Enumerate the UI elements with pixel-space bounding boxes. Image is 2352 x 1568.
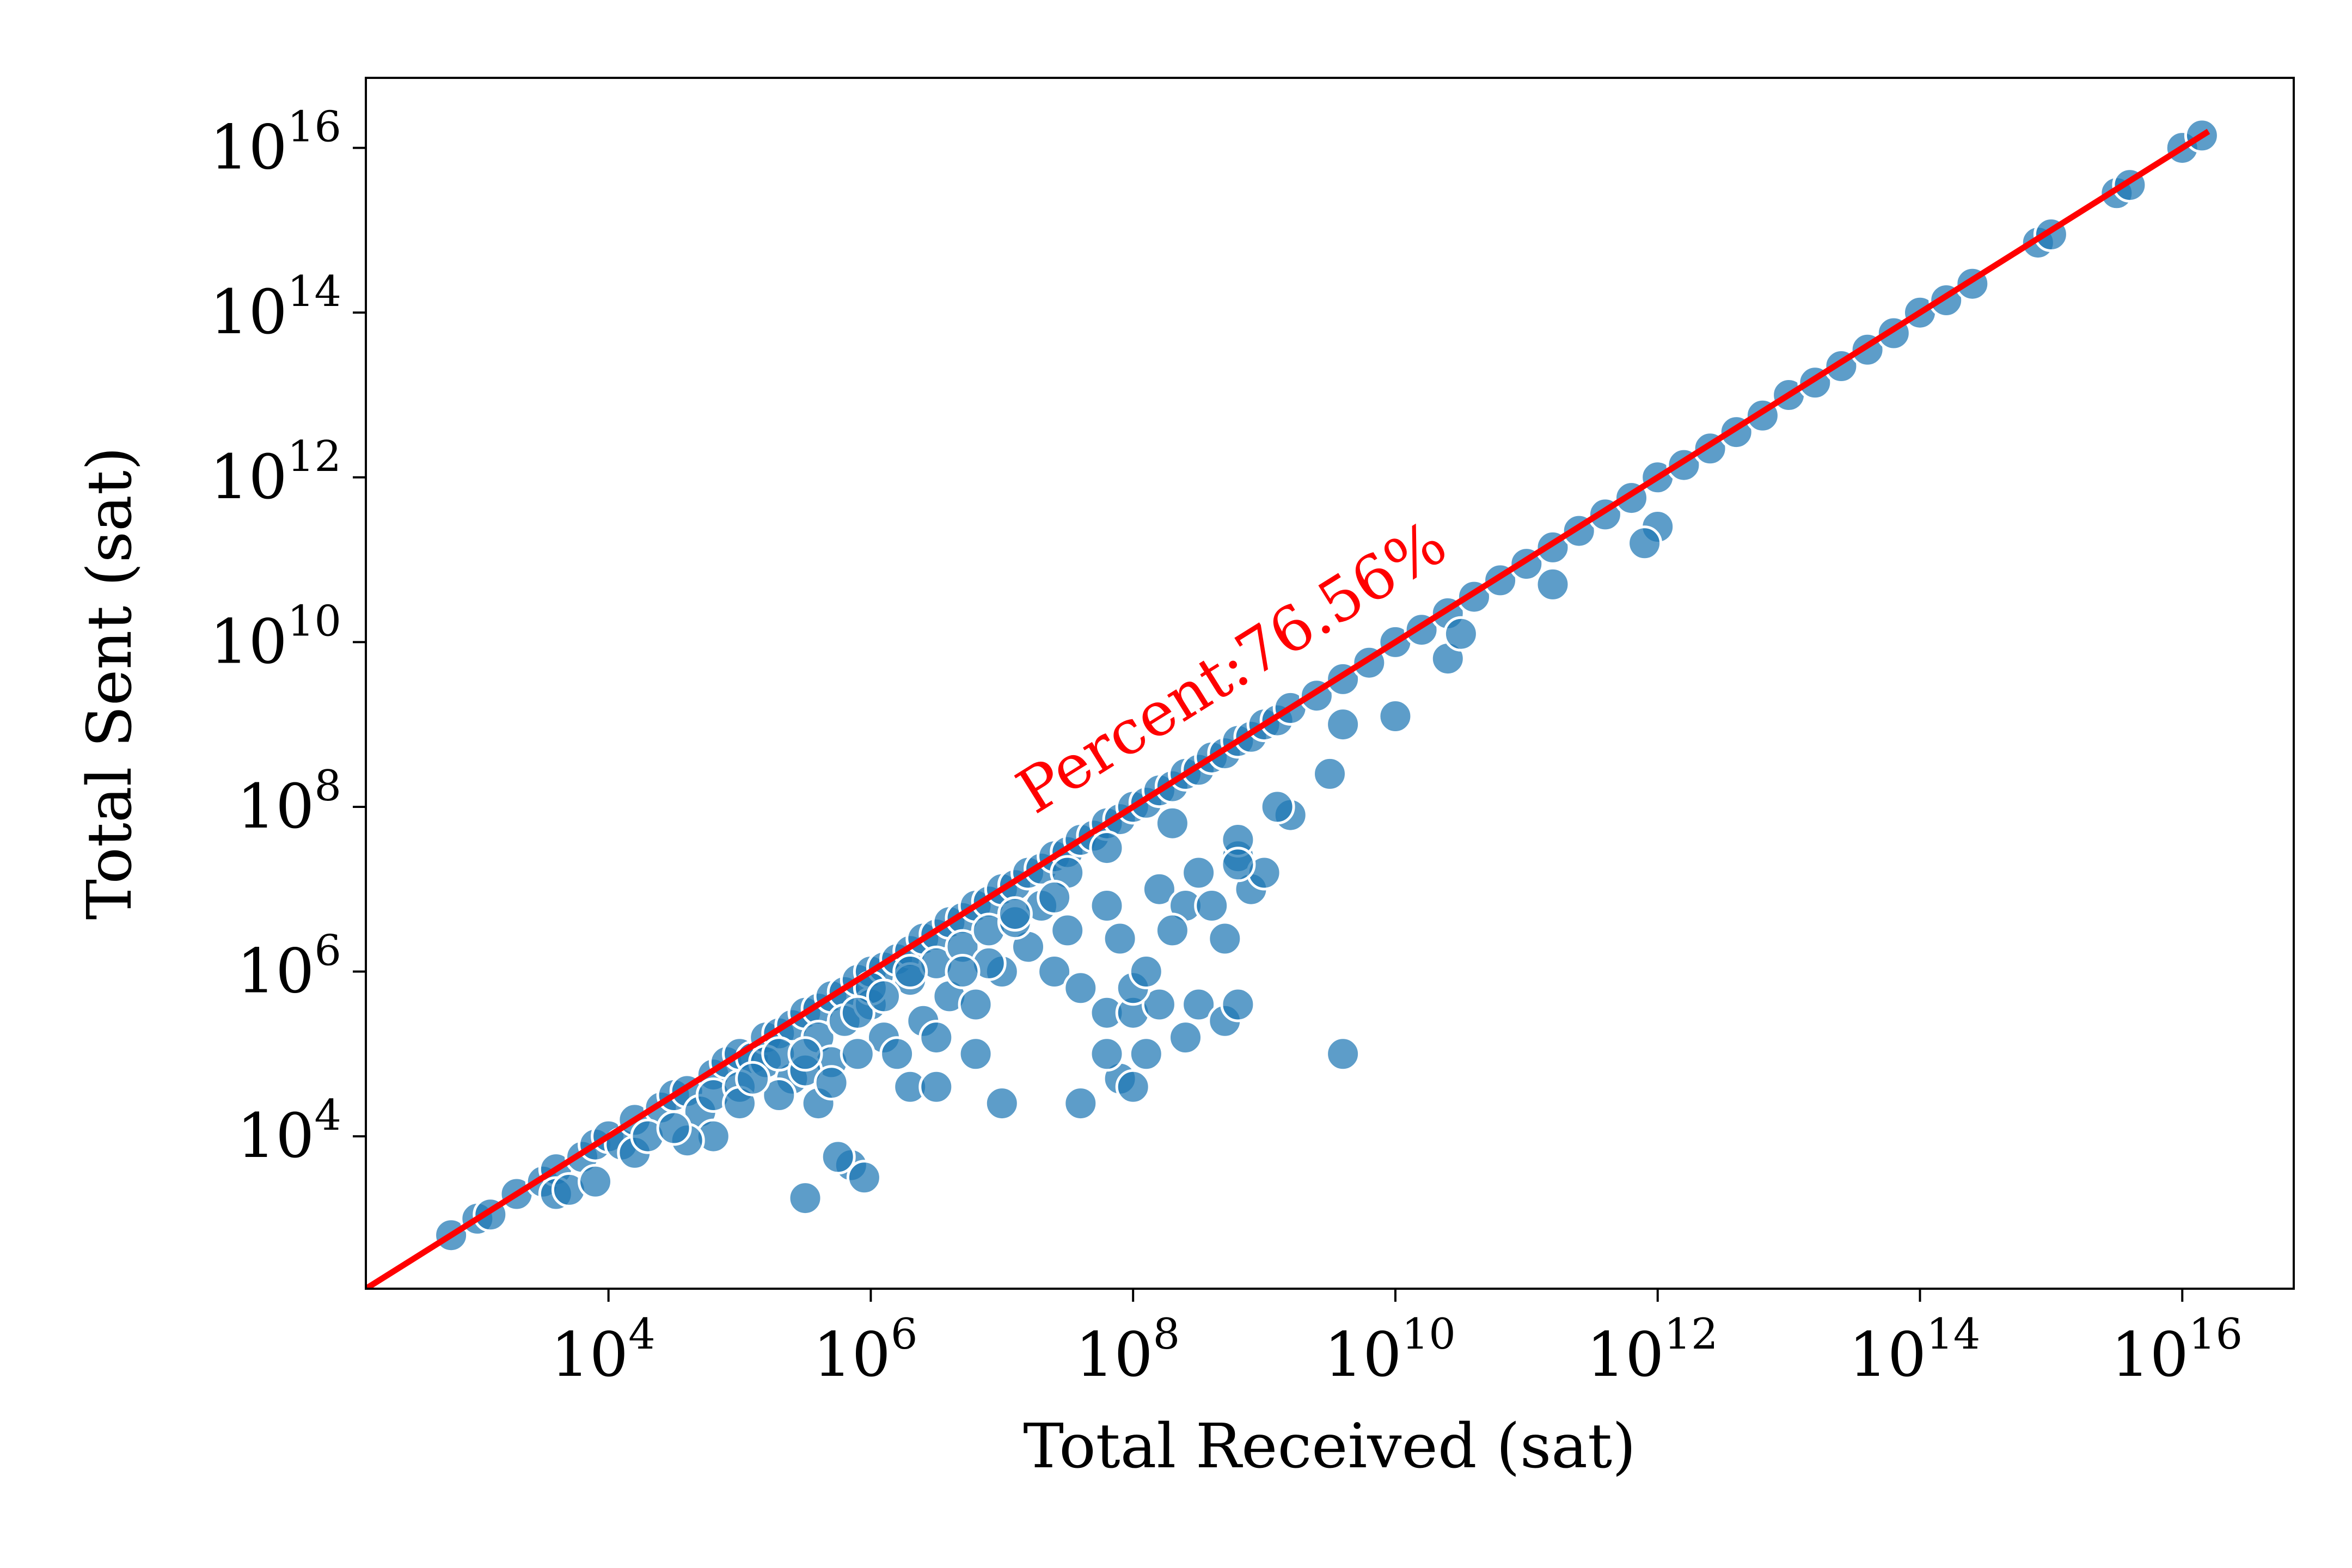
y-tick-label: 1010 (210, 597, 341, 677)
x-tick-label: 1010 (1324, 1310, 1456, 1391)
data-point (820, 1139, 856, 1175)
data-point (787, 1180, 823, 1216)
data-point (1443, 616, 1479, 652)
x-tick-label: 108 (1075, 1310, 1180, 1391)
data-point (997, 896, 1033, 932)
data-point (918, 1020, 954, 1056)
data-point (1154, 805, 1190, 841)
data-point (1377, 699, 1413, 734)
data-point (945, 954, 981, 989)
x-tick-label: 1014 (1849, 1310, 1981, 1391)
y-tick-label: 106 (237, 927, 341, 1007)
data-point (1207, 921, 1243, 957)
data-point (1181, 855, 1217, 891)
data-point (1063, 1086, 1099, 1122)
data-point (1181, 987, 1217, 1022)
data-point (918, 1069, 954, 1105)
data-point (1220, 847, 1256, 883)
data-point (1115, 1069, 1151, 1105)
data-point (1050, 912, 1086, 948)
x-axis-label: Total Received (sat) (1023, 1411, 1636, 1482)
data-point (1325, 707, 1361, 743)
data-point (1089, 830, 1125, 866)
y-tick-label: 1014 (210, 267, 341, 348)
data-point (1259, 789, 1295, 825)
data-point (1312, 756, 1347, 792)
data-point (879, 1036, 915, 1072)
data-point (840, 995, 875, 1031)
y-tick-label: 108 (237, 762, 341, 842)
y-axis-label: Total Sent (sat) (75, 446, 145, 920)
data-point (1089, 888, 1125, 923)
data-point (735, 1061, 771, 1097)
data-point (656, 1110, 692, 1146)
data-point (1128, 954, 1164, 989)
data-point (892, 954, 928, 989)
data-point (1141, 871, 1177, 907)
y-tick-label: 1016 (210, 103, 341, 183)
x-tick-label: 1012 (1587, 1310, 1718, 1391)
x-tick-label: 104 (551, 1310, 656, 1391)
data-point (1325, 1036, 1361, 1072)
data-point (846, 1160, 882, 1196)
data-point (578, 1163, 613, 1199)
data-point (1194, 888, 1230, 923)
x-axis-ticks: 104 106 108 1010 1012 1014 1016 (551, 1289, 2243, 1391)
data-point (958, 1036, 994, 1072)
y-tick-label: 104 (237, 1091, 341, 1172)
data-point (958, 987, 994, 1022)
data-point (1535, 566, 1571, 602)
x-tick-label: 1016 (2111, 1310, 2243, 1391)
data-point (1220, 987, 1256, 1022)
data-point (1627, 525, 1663, 561)
percent-annotation: Percent:76.56% (1005, 507, 1459, 828)
data-point (1168, 1020, 1203, 1056)
data-point (1154, 912, 1190, 948)
data-point (984, 1086, 1020, 1122)
data-point (1141, 987, 1177, 1022)
data-point (1037, 879, 1073, 915)
y-axis-ticks: 104 106 108 1010 1012 1014 1016 (210, 103, 366, 1172)
plot-frame (365, 77, 2295, 1290)
data-point (1102, 921, 1138, 957)
x-tick-label: 106 (813, 1310, 917, 1391)
data-point (1063, 970, 1099, 1006)
reference-line (366, 128, 2210, 1289)
data-point (866, 978, 902, 1014)
data-point (1089, 1036, 1125, 1072)
data-point (1037, 954, 1073, 989)
data-point (1128, 1036, 1164, 1072)
data-point (840, 1036, 875, 1072)
y-tick-label: 1012 (210, 432, 341, 513)
data-point (761, 1077, 797, 1113)
data-point (787, 1036, 823, 1072)
data-point (813, 1065, 849, 1101)
